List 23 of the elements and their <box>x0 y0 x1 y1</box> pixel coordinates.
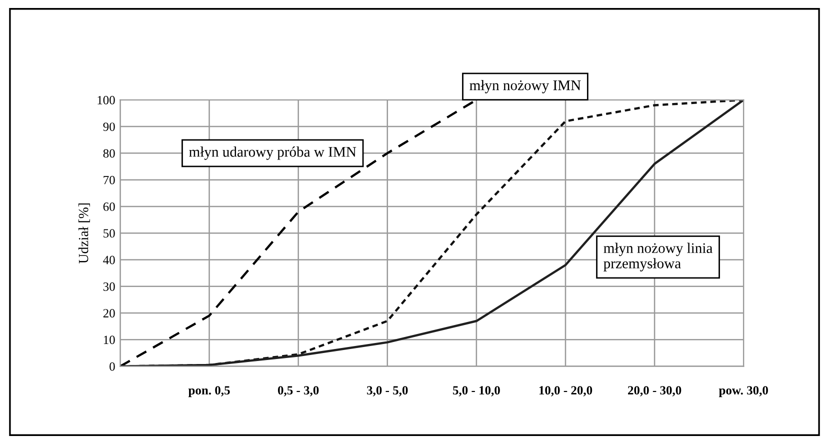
line-series <box>120 100 744 366</box>
y-tick-label: 40 <box>103 256 115 264</box>
x-tick-label: pon. 0,5 <box>188 386 230 398</box>
y-tick-label: 70 <box>104 176 115 184</box>
y-tick-label: 50 <box>104 229 115 238</box>
x-tick-label: 3,0 - 5,0 <box>367 386 408 396</box>
y-tick-label: 60 <box>103 202 115 211</box>
y-tick-label: 20 <box>103 309 115 318</box>
y-tick-label: 100 <box>98 96 115 104</box>
x-tick-label: 0,5 - 3,0 <box>278 386 319 396</box>
series-label: młyn nożowy IMN <box>470 80 581 94</box>
x-tick-label: 10,0 - 20,0 <box>539 386 592 396</box>
x-tick-label: 5,0 - 10,0 <box>452 386 500 396</box>
y-tick-label: 80 <box>103 149 115 158</box>
y-tick-label: 30 <box>103 282 115 291</box>
y-tick-label: 0 <box>110 362 115 371</box>
y-tick-label: 10 <box>104 336 115 344</box>
series-label: młyn udarowy próba w IMN <box>189 146 356 160</box>
y-tick-label: 90 <box>103 122 115 131</box>
x-tick-label: pow. 30,0 <box>718 386 768 398</box>
series-label: młyn nożowy linia przemysłowa <box>604 242 713 272</box>
x-tick-label: 20,0 - 30,0 <box>628 386 682 396</box>
y-axis-title: Udział [%] <box>78 203 90 264</box>
